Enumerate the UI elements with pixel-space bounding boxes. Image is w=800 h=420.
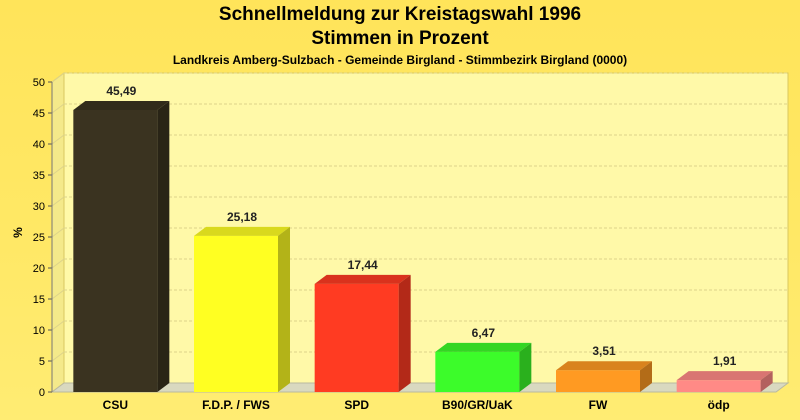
x-tick-label: B90/GR/UaK (442, 398, 513, 412)
chart-subtitle: Stimmen in Prozent (311, 28, 489, 49)
bar (73, 109, 158, 392)
x-tick-label: ödp (708, 398, 730, 412)
y-tick-label: 10 (33, 325, 45, 337)
bar-side (157, 100, 170, 392)
bar-side (519, 342, 532, 392)
bar-side (278, 226, 290, 392)
bar (314, 283, 399, 392)
bar-value-label: 3,51 (592, 344, 616, 358)
bar-top (676, 371, 773, 381)
y-axis-label: % (11, 227, 25, 238)
y-gridline-side (51, 134, 65, 145)
bar-side (760, 371, 773, 392)
x-tick-label: F.D.P. / FWS (202, 398, 270, 412)
y-gridline-side (51, 165, 65, 176)
y-gridline-side (51, 258, 65, 269)
bar-top (314, 274, 411, 284)
bar (556, 370, 640, 392)
y-tick-label: 15 (33, 294, 45, 306)
bar (676, 380, 761, 392)
bar-value-label: 1,91 (713, 354, 737, 368)
y-gridline-side (51, 103, 65, 114)
bar-top (73, 100, 170, 110)
bar-top (435, 342, 532, 352)
y-tick-label: 25 (33, 232, 45, 244)
bar-top (194, 226, 290, 236)
y-tick-label: 20 (33, 263, 45, 275)
y-tick-label: 5 (39, 356, 45, 368)
y-gridline-side (51, 351, 65, 362)
bar-value-label: 6,47 (472, 326, 496, 340)
x-tick-label: SPD (344, 398, 369, 412)
y-tick-label: 50 (33, 77, 45, 89)
bar-side (640, 361, 652, 392)
bar-value-label: 45,49 (106, 84, 136, 98)
y-tick-label: 30 (33, 201, 45, 213)
y-gridline-side (51, 72, 65, 83)
y-tick-label: 0 (39, 387, 45, 399)
y-tick-label: 45 (33, 108, 45, 120)
y-gridline-side (51, 320, 65, 331)
bar (435, 351, 520, 392)
bar-top (556, 361, 652, 371)
bar-side (398, 274, 411, 392)
x-tick-label: CSU (103, 398, 128, 412)
y-gridline-side (51, 289, 65, 300)
x-tick-label: FW (589, 398, 608, 412)
y-gridline-side (51, 227, 65, 238)
bar-value-label: 25,18 (227, 210, 257, 224)
y-tick-label: 40 (33, 139, 45, 151)
bar-value-label: 17,44 (348, 258, 378, 272)
y-tick-label: 35 (33, 170, 45, 182)
bar (194, 235, 278, 392)
chart-caption: Landkreis Amberg-Sulzbach - Gemeinde Bir… (172, 53, 628, 67)
y-gridline-side (51, 196, 65, 207)
chart-title: Schnellmeldung zur Kreistagswahl 1996 (218, 4, 582, 25)
